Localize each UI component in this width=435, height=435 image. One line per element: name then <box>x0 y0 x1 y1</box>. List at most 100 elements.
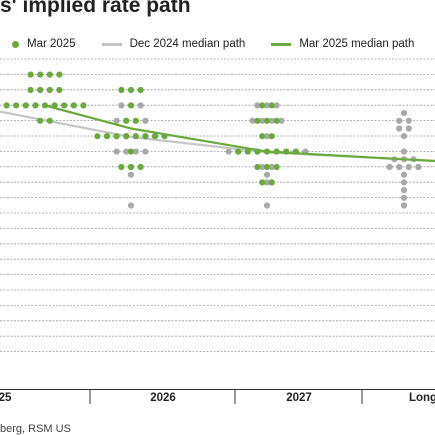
mar-2025-dot <box>268 102 275 109</box>
mar-2025-dot <box>118 163 125 171</box>
mar-2025-dot <box>61 102 68 109</box>
dec-2024-dot <box>396 125 403 132</box>
legend-label-mar: Mar 2025 <box>27 38 76 50</box>
legend-item-mar-dots: Mar 2025 <box>12 38 76 50</box>
dec-2024-dot <box>415 163 422 171</box>
dec-2024-dot <box>405 163 412 171</box>
dec-2024-dot <box>263 179 271 186</box>
dec-2024-dot <box>259 117 266 124</box>
dec-2024-dot <box>118 102 125 109</box>
dec-2024-dot <box>278 117 285 124</box>
mar-2025-dot <box>235 148 242 155</box>
mar-2025-dot <box>27 86 34 94</box>
mar-2025-dot <box>137 163 144 171</box>
dec-2024-dot <box>400 194 408 201</box>
mar-2025-dot <box>259 133 266 140</box>
dec-2024-dot <box>263 202 271 209</box>
dec-2024-dot <box>132 148 139 155</box>
mar-2025-dot <box>13 102 20 109</box>
dec-2024-dot <box>263 102 271 109</box>
dec-2024-dot <box>142 117 149 124</box>
mar-2025-dot <box>142 133 149 140</box>
dec-2024-dot <box>123 148 130 155</box>
mar-2025-dot <box>132 133 139 140</box>
mar-2025-dot <box>268 133 275 140</box>
mar-2025-dot <box>127 102 135 109</box>
mar-2025-dot <box>151 133 159 140</box>
mar-2025-dot <box>80 102 87 109</box>
dec-2024-dot <box>127 202 135 209</box>
dec-2024-dot <box>113 148 120 155</box>
dec-2024-dot <box>400 148 408 155</box>
mar-2025-dot <box>292 148 299 155</box>
mar-2025-dot <box>263 117 271 124</box>
mar-2025-dot <box>70 102 77 109</box>
mar-2025-dot <box>27 71 34 78</box>
dec-2024-dot <box>386 163 393 171</box>
mar-2025-dot <box>263 148 271 155</box>
dec-2024-dot <box>259 163 266 171</box>
mar-2025-dot <box>273 148 280 155</box>
dec-2024-dot <box>405 117 412 124</box>
dec-2024-dot <box>225 148 232 155</box>
x-tick-label: 25 <box>0 392 12 404</box>
dec-2024-dot <box>273 102 280 109</box>
mar-2025-dot <box>56 86 63 94</box>
dec-2024-dot <box>400 187 408 194</box>
mar-2025-dot <box>41 102 49 109</box>
dec-2024-dot <box>400 110 408 117</box>
mar-2025-dot <box>94 133 101 140</box>
legend-dot-icon <box>12 40 19 48</box>
dec-2024-dot <box>249 117 256 124</box>
legend-label-dec-median: Dec 2024 median path <box>129 38 246 50</box>
dec-2024-dot <box>405 125 412 132</box>
mar-2025-dot <box>51 102 58 109</box>
dec-2024-dot <box>263 171 271 178</box>
legend: Mar 2025 Dec 2024 median path Mar 2025 m… <box>12 36 435 52</box>
mar-2025-dot <box>32 102 39 109</box>
dec-2024-dot <box>268 117 275 124</box>
dec-2024-dot <box>400 171 408 178</box>
mar-2025-dot <box>244 148 251 155</box>
mar-2025-dot <box>37 117 44 124</box>
mar-2025-dot <box>254 117 261 124</box>
mar-2025-dot <box>46 71 53 78</box>
mar-2025-dot <box>46 117 53 124</box>
mar-2025-dot <box>259 102 266 109</box>
source-note: berg, RSM US <box>0 423 71 435</box>
dec-2024-dot <box>400 133 408 140</box>
mar-2025-dot <box>3 102 10 109</box>
dec-2024-dot <box>396 163 403 171</box>
dot-plot-chart: 25 2026 2027 Long <box>0 58 435 404</box>
chart-title: s' implied rate path <box>0 0 191 17</box>
x-tick-label: 2026 <box>150 392 176 404</box>
x-tick-label: 2027 <box>286 392 312 404</box>
mar-2025-dot <box>118 86 125 94</box>
dec-2024-dot <box>268 163 275 171</box>
mar-2025-dot <box>127 86 135 94</box>
mar-2025-dot <box>22 102 29 109</box>
mar-2025-dot <box>37 86 44 94</box>
legend-label-mar-median: Mar 2025 median path <box>299 38 415 50</box>
dec-2024-dot <box>142 148 149 155</box>
dec-2024-dot <box>254 102 261 109</box>
dec-2024-dot <box>263 133 271 140</box>
mar-2025-dot <box>273 163 280 171</box>
mar-2025-dot <box>254 163 261 171</box>
mar-2025-dot <box>137 86 144 94</box>
mar-2025-dot <box>132 117 139 124</box>
dec-2024-dot <box>127 171 135 178</box>
legend-line-green-icon <box>271 42 292 46</box>
mar-2025-dot <box>127 163 135 171</box>
mar-2025-dot <box>123 133 130 140</box>
mar-2025-dot <box>113 133 120 140</box>
mar-2025-dot <box>273 117 280 124</box>
mar-2025-dot <box>161 133 168 140</box>
dec-2024-dot <box>137 102 144 109</box>
mar-2025-dot <box>37 71 44 78</box>
legend-item-mar-median: Mar 2025 median path <box>271 38 414 50</box>
mar-2025-dot <box>254 148 261 155</box>
mar-2025-dot <box>123 117 130 124</box>
mar-2025-dot <box>283 148 290 155</box>
mar-2025-dot <box>46 86 53 94</box>
